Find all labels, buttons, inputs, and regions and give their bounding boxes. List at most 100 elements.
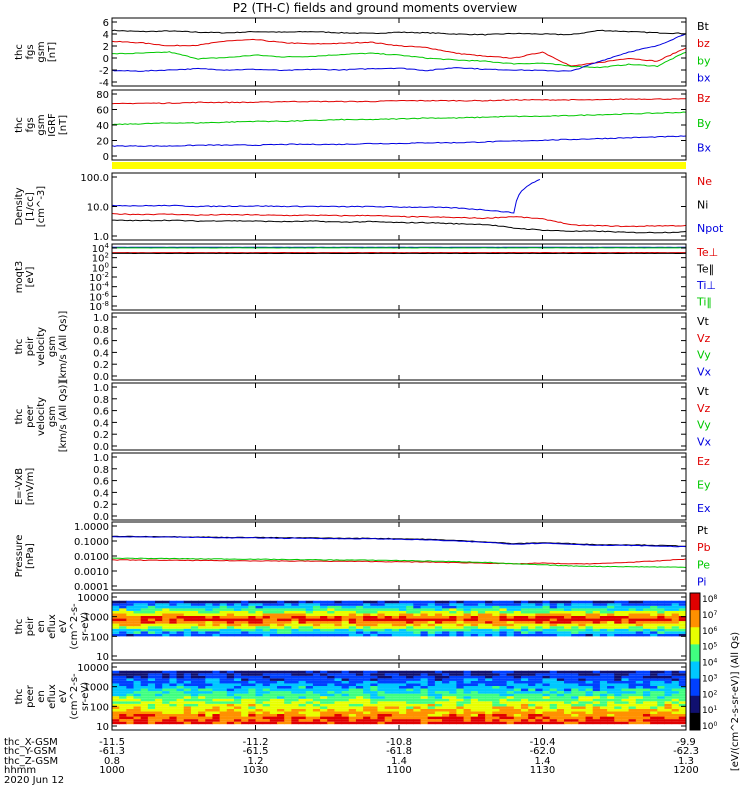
- spectrogram-cell: [678, 600, 687, 604]
- spectrogram-cell: [542, 716, 551, 720]
- spectrogram-cell: [126, 626, 135, 629]
- spectrogram-cell: [528, 673, 536, 676]
- spectrogram-cell: [592, 673, 601, 676]
- spectrogram-cell: [621, 711, 630, 715]
- spectrogram-cell: [657, 711, 665, 715]
- spectrogram-cell: [348, 670, 357, 674]
- spectrogram-cell: [320, 628, 328, 632]
- spectrogram-cell: [133, 603, 142, 606]
- spectrogram-cell: [284, 711, 292, 715]
- spectrogram-cell: [599, 600, 608, 604]
- spectrogram-cell: [477, 696, 486, 699]
- spectrogram-cell: [650, 696, 658, 699]
- spectrogram-cell: [133, 631, 142, 634]
- spectrogram-cell: [477, 691, 486, 694]
- spectrogram-cell: [671, 633, 680, 637]
- spectrogram-cell: [391, 678, 400, 681]
- spectrogram-cell: [219, 618, 228, 622]
- spectrogram-cell: [341, 698, 350, 702]
- spectrogram-cell: [377, 716, 386, 720]
- spectrogram-cell: [190, 621, 199, 624]
- spectrogram-cell: [650, 703, 658, 707]
- spectrogram-cell: [327, 688, 335, 692]
- spectrogram-cell: [477, 616, 486, 619]
- spectrogram-cell: [147, 721, 156, 725]
- spectrogram-cell: [384, 613, 393, 617]
- spectrogram-cell: [434, 708, 443, 712]
- spectrogram-cell: [198, 691, 206, 694]
- spectrogram-cell: [248, 693, 256, 697]
- spectrogram-cell: [370, 688, 378, 692]
- spectrogram-cell: [277, 621, 285, 624]
- spectrogram-cell: [348, 631, 357, 634]
- spectrogram-cell: [420, 719, 429, 722]
- spectrogram-cell: [635, 716, 644, 720]
- spectrogram-cell: [212, 698, 221, 702]
- spectrogram-cell: [155, 670, 163, 674]
- spectrogram-cell: [463, 716, 472, 720]
- spectrogram-cell: [226, 721, 235, 725]
- spectrogram-cell: [162, 626, 170, 629]
- spectrogram-cell: [485, 673, 493, 676]
- spectrogram-cell: [140, 691, 149, 694]
- spectrogram-cell: [406, 616, 414, 619]
- legend-Ti‖: Ti‖: [696, 296, 712, 309]
- y-tick-label: 1000: [84, 683, 109, 694]
- spectrogram-cell: [535, 616, 543, 619]
- y-tick-label: 0.1000: [74, 537, 109, 548]
- spectrogram-cell: [384, 670, 393, 674]
- spectrogram-cell: [650, 693, 658, 697]
- spectrogram-cell: [183, 605, 192, 609]
- spectrogram-cell: [298, 719, 307, 722]
- spectrogram-cell: [427, 628, 436, 632]
- spectrogram-cell: [556, 703, 565, 707]
- spectrogram-cell: [628, 696, 637, 699]
- spectrogram-cell: [492, 696, 500, 699]
- spectrogram-cell: [298, 703, 307, 707]
- spectrogram-cell: [198, 673, 206, 676]
- spectrogram-cell: [535, 626, 543, 629]
- spectrogram-cell: [470, 678, 479, 681]
- spectrogram-cell: [434, 678, 443, 681]
- spectrogram-cell: [155, 626, 163, 629]
- spectrogram-cell: [477, 701, 486, 704]
- spectrogram-cell: [112, 610, 120, 614]
- spectrogram-cell: [147, 618, 156, 622]
- spectrogram-cell: [226, 673, 235, 676]
- spectrogram-cell: [370, 680, 378, 684]
- spectrogram-cell: [112, 711, 120, 715]
- spectrogram-cell: [477, 613, 486, 617]
- spectrogram-cell: [614, 696, 622, 699]
- spectrogram-cell: [513, 691, 522, 694]
- y-tick-label: 0.0: [93, 512, 109, 523]
- spectrogram-cell: [241, 626, 249, 629]
- spectrogram-cell: [126, 696, 135, 699]
- spectrogram-cell: [564, 691, 572, 694]
- spectrogram-cell: [499, 686, 508, 689]
- spectrogram-cell: [133, 719, 142, 722]
- y-tick-label: 10-6: [89, 290, 109, 303]
- spectrogram-cell: [506, 608, 515, 611]
- spectrogram-cell: [420, 698, 429, 702]
- spectrogram-cell: [420, 688, 429, 692]
- spectrogram-cell: [284, 605, 292, 609]
- spectrogram-cell: [614, 716, 622, 720]
- spectrogram-cell: [592, 686, 601, 689]
- y-tick-label: 0.6: [93, 407, 109, 418]
- spectrogram-cell: [248, 691, 256, 694]
- spectrogram-cell: [305, 678, 314, 681]
- spectrogram-cell: [628, 678, 637, 681]
- spectrogram-cell: [320, 618, 328, 622]
- spectrogram-cell: [657, 678, 665, 681]
- spectrogram-cell: [355, 719, 364, 722]
- spectrogram-cell: [341, 719, 350, 722]
- spectrogram-cell: [477, 631, 486, 634]
- spectrogram-cell: [348, 605, 357, 609]
- spectrogram-cell: [212, 691, 221, 694]
- spectrogram-cell: [112, 675, 120, 679]
- spectrogram-cell: [155, 605, 163, 609]
- spectrogram-cell: [642, 683, 651, 687]
- spectrogram-cell: [628, 608, 637, 611]
- spectrogram-cell: [628, 626, 637, 629]
- spectrogram-cell: [556, 623, 565, 627]
